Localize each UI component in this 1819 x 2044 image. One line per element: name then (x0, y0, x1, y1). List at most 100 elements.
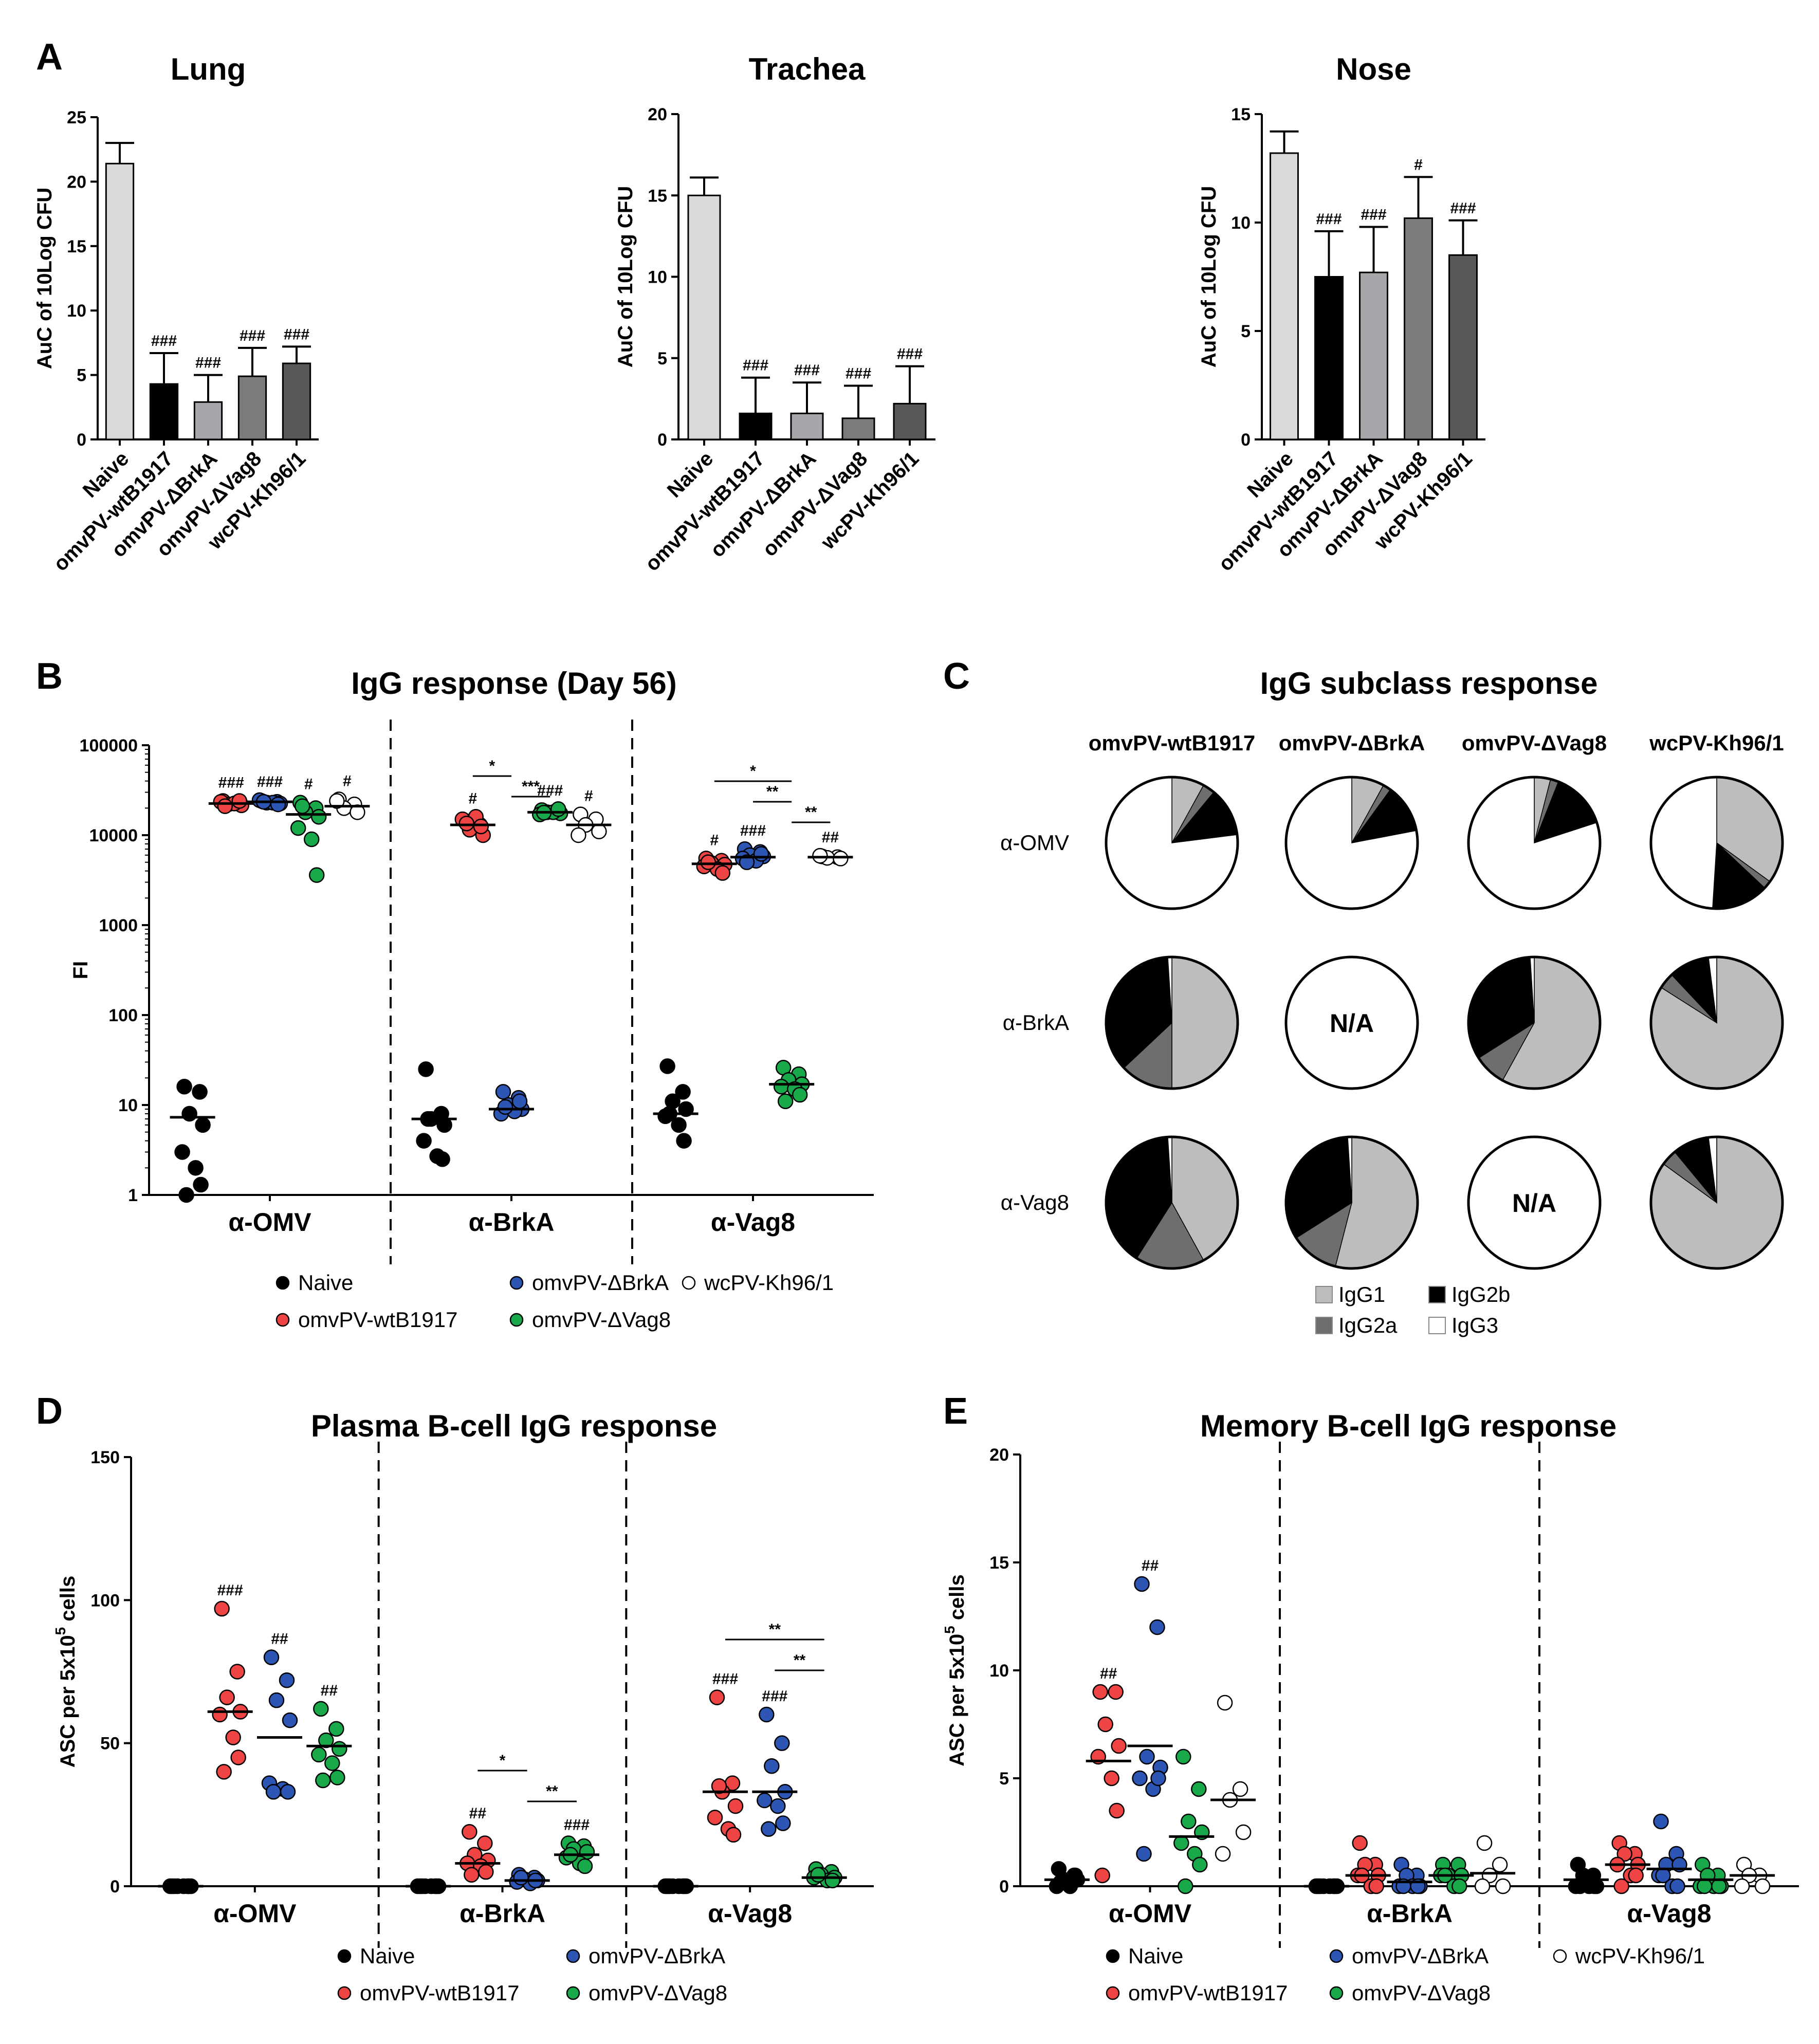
legend-label-omvpv-brka: omvPV-ΔBrkA (1352, 1944, 1489, 1968)
legend-label-omvpv-vag8: omvPV-ΔVag8 (532, 1308, 671, 1332)
data-point-wcpv-kh96-1 (571, 827, 586, 843)
pie-na (1467, 1135, 1602, 1270)
pie-outline (1105, 1135, 1239, 1270)
y-tick-label: 10 (648, 268, 667, 287)
data-point-omvpv-wtb1917 (464, 1867, 480, 1883)
y-tick-label: 10 (989, 1661, 1009, 1681)
legend-label-igg1: IgG1 (1338, 1282, 1385, 1306)
y-axis-label: FI (69, 961, 92, 980)
y-tick-label: 15 (989, 1553, 1009, 1573)
significance-label: # (468, 790, 477, 807)
bracket-label: ** (546, 1783, 558, 1800)
significance-label: ### (846, 365, 871, 382)
bar-wcpv-kh96-1 (893, 402, 927, 440)
data-point-omvpv-brka (775, 1815, 791, 1831)
data-point-omvpv-wtb1917 (1092, 1684, 1108, 1700)
significance-label: ### (240, 327, 265, 344)
data-point-naive (1586, 1878, 1603, 1894)
data-point-omvpv-brka (280, 1784, 296, 1800)
y-axis-label: AuC of 10Log CFU (33, 188, 56, 369)
data-point-omvpv-brka (495, 1084, 511, 1100)
legend-swatch-igg2a (1315, 1317, 1333, 1334)
column-header-omvpv-vag8: omvPV-ΔVag8 (1462, 731, 1607, 755)
legend-label-naive: Naive (360, 1944, 415, 1968)
legend-marker-wcpv-kh96-1 (682, 1276, 696, 1290)
y-tick-label: 0 (1241, 430, 1251, 450)
plasma-bcell-scatter: Plasma B-cell IgG response 0 50 100 150 ASC p… (52, 1409, 874, 2005)
data-point-omvpv-vag8 (1181, 1813, 1197, 1830)
data-point-omvpv-brka (739, 854, 755, 870)
y-tick-label: 15 (648, 186, 667, 206)
data-point-naive (671, 1117, 687, 1133)
data-point-naive (1053, 1874, 1069, 1890)
bracket-label: ** (769, 1621, 781, 1638)
data-point-omvpv-vag8 (318, 1732, 334, 1748)
data-point-omvpv-brka (1149, 1619, 1165, 1635)
data-point-omvpv-wtb1917 (473, 818, 489, 835)
bracket-label: * (750, 763, 756, 780)
legend-label-omvpv-wtb1917: omvPV-wtB1917 (298, 1308, 458, 1332)
data-point-omvpv-brka (770, 1798, 786, 1814)
y-tick-label: 20 (648, 105, 667, 124)
y-axis-label: ASC per 5x105 cells (52, 1576, 79, 1768)
significance-label: ### (284, 326, 309, 343)
group-label-omv: α-OMV (228, 1208, 311, 1237)
bracket-label: * (500, 1752, 506, 1769)
bar-omvpv-wtb1917 (1314, 276, 1344, 440)
legend-marker-omvpv-vag8 (1329, 1986, 1344, 2000)
significance-label: ### (218, 774, 244, 791)
data-point-omvpv-wtb1917 (725, 1827, 742, 1843)
data-point-omvpv-vag8 (810, 1867, 826, 1883)
data-point-wcpv-kh96-1 (1474, 1878, 1491, 1894)
data-point-omvpv-wtb1917 (462, 1824, 477, 1840)
data-point-omvpv-wtb1917 (230, 1750, 246, 1765)
data-point-naive (176, 1079, 192, 1095)
data-point-omvpv-brka (268, 1692, 285, 1708)
significance-label: ### (195, 355, 221, 372)
legend-label-naive: Naive (1128, 1944, 1183, 1968)
bar-omvpv-brka (193, 401, 223, 440)
data-point-omvpv-wtb1917 (1352, 1835, 1368, 1851)
data-point-wcpv-kh96-1 (1217, 1695, 1233, 1711)
bar-omvpv-wtb1917 (739, 412, 773, 440)
significance-label: ### (743, 357, 768, 374)
data-point-wcpv-kh96-1 (1215, 1846, 1231, 1862)
data-point-omvpv-wtb1917 (477, 1835, 493, 1851)
panel-label-d: D (36, 1391, 63, 1432)
data-point-omvpv-brka (511, 1093, 528, 1110)
significance-label: ### (794, 362, 820, 379)
y-tick-label: 50 (100, 1734, 120, 1754)
igg-response-scatter: IgG response (Day 56) 1 10 100 1000 10000 1000… (69, 666, 874, 1332)
bar-omvpv-vag8 (841, 417, 875, 440)
legend-label-igg3: IgG3 (1451, 1313, 1498, 1337)
legend-swatch-igg2b (1428, 1286, 1446, 1303)
data-point-omvpv-brka (1669, 1878, 1685, 1894)
y-tick-label: 25 (67, 108, 86, 127)
data-point-naive (178, 1187, 194, 1203)
legend-label-igg2a: IgG2a (1338, 1313, 1398, 1337)
data-point-wcpv-kh96-1 (1235, 1824, 1252, 1840)
group-label-vag8: α-Vag8 (1627, 1899, 1711, 1928)
legend-label-omvpv-brka: omvPV-ΔBrkA (589, 1944, 725, 1968)
data-point-omvpv-brka (265, 1784, 282, 1800)
pie-slice-igg1 (1171, 956, 1238, 1089)
data-point-omvpv-brka (1136, 1846, 1152, 1862)
data-point-naive (659, 1058, 675, 1074)
data-point-omvpv-vag8 (329, 1770, 345, 1785)
data-point-omvpv-brka (1139, 1748, 1155, 1765)
data-point-omvpv-brka (1150, 1770, 1166, 1787)
data-point-omvpv-brka (263, 1649, 280, 1665)
data-point-naive (195, 1117, 211, 1133)
panel-label-b: B (36, 656, 63, 697)
pie-outline (1649, 1135, 1784, 1270)
legend-swatch-igg1 (1315, 1286, 1333, 1303)
data-point-omvpv-vag8 (1178, 1878, 1193, 1894)
legend-label-omvpv-wtb1917: omvPV-wtB1917 (360, 1981, 520, 2005)
bracket-label: *** (522, 778, 540, 795)
bar-omvpv-vag8 (1404, 217, 1433, 440)
significance-label: # (584, 788, 593, 805)
y-tick-label: 20 (989, 1445, 1009, 1465)
y-tick-label: 100 (108, 1006, 138, 1025)
data-point-naive (418, 1061, 434, 1077)
y-tick-label: 10 (67, 301, 86, 321)
